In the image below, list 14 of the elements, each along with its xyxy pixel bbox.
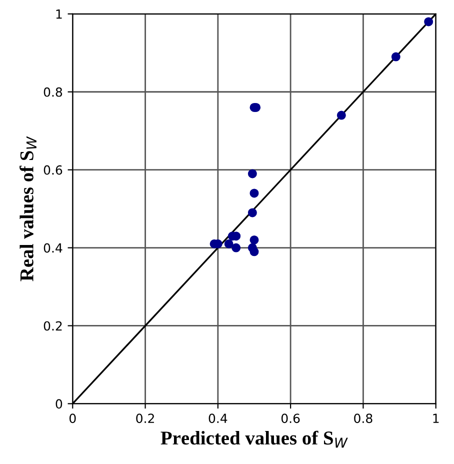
x-tick-label: 0.2	[136, 414, 154, 424]
y-tick-label: 0.6	[44, 165, 62, 175]
x-tick-label: 0.6	[281, 414, 300, 424]
x-axis-title: Predicted values of S$_{W}$	[160, 430, 348, 448]
x-tick-label: 0.4	[208, 414, 228, 424]
y-axis-title: Real values of S$_{W}$	[20, 136, 36, 282]
y-tick-label: 0.2	[44, 321, 62, 331]
y-tick-label: 1	[56, 10, 62, 19]
y-tick-label: 0.8	[44, 87, 62, 97]
y-tick-label: 0.4	[44, 243, 62, 253]
x-tick-label: 0.8	[354, 414, 372, 424]
y-tick-label: 0	[56, 399, 62, 409]
x-tick-label: 0	[69, 414, 76, 424]
x-tick-label: 1	[433, 414, 439, 423]
